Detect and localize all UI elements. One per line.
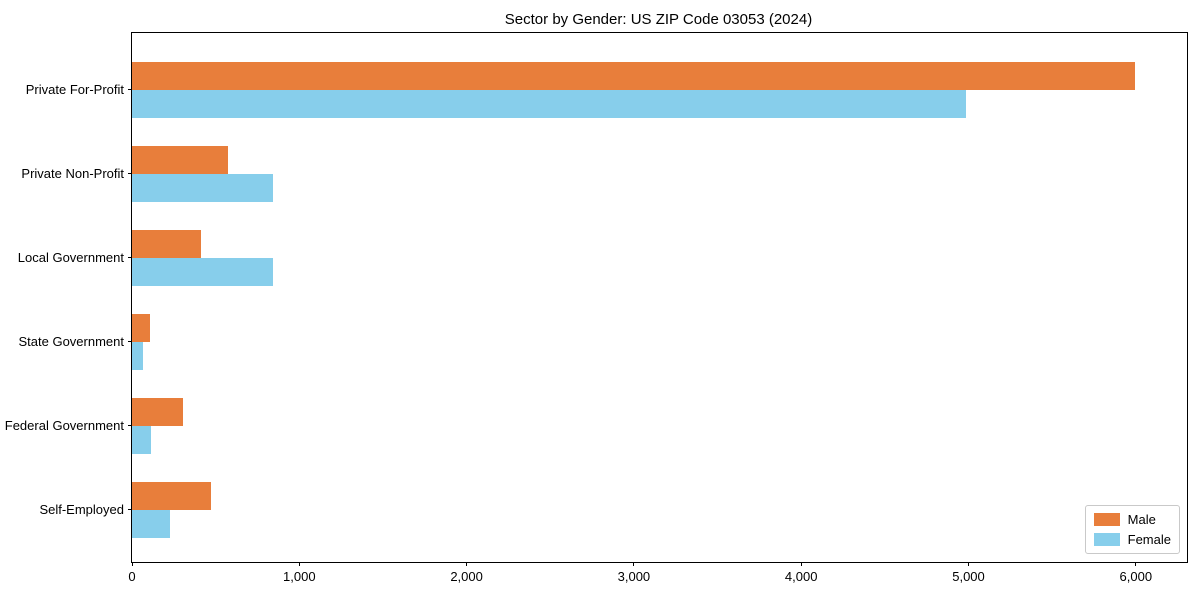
y-tick-label-local-government: Local Government bbox=[17, 249, 124, 265]
x-tick-label-3000: 3,000 bbox=[617, 569, 651, 584]
y-tick-label-private-for-profit: Private For-Profit bbox=[25, 81, 124, 97]
bar-male-federal-government bbox=[132, 397, 184, 426]
bar-female-local-government bbox=[132, 257, 274, 286]
legend: Male Female bbox=[1084, 505, 1180, 554]
y-tick-label-private-non-profit: Private Non-Profit bbox=[21, 165, 124, 181]
legend-swatch-female-icon bbox=[1093, 533, 1120, 546]
y-tick-state-government bbox=[128, 341, 132, 343]
x-tick-label-0: 0 bbox=[128, 569, 136, 584]
y-tick-label-federal-government: Federal Government bbox=[4, 417, 124, 433]
plot-area: Male Female Private For-Profit Private No… bbox=[5, 32, 1188, 584]
y-tick-private-non-profit bbox=[128, 173, 132, 175]
y-tick-federal-government bbox=[128, 425, 132, 427]
bar-male-private-non-profit bbox=[132, 145, 229, 174]
bar-female-state-government bbox=[132, 341, 143, 370]
x-tick-3000 bbox=[633, 562, 635, 566]
bar-male-local-government bbox=[132, 229, 201, 258]
bar-female-federal-government bbox=[132, 425, 152, 454]
x-tick-label-5000: 5,000 bbox=[952, 569, 985, 584]
y-tick-self-employed bbox=[128, 509, 132, 511]
bar-female-private-non-profit bbox=[132, 173, 273, 202]
x-tick-6000 bbox=[1135, 562, 1137, 566]
x-tick-4000 bbox=[800, 562, 802, 566]
legend-label-female: Female bbox=[1127, 532, 1171, 547]
y-tick-private-for-profit bbox=[128, 89, 132, 90]
x-tick-label-6000: 6,000 bbox=[1119, 569, 1153, 584]
legend-item-male: Male bbox=[1093, 512, 1171, 527]
legend-item-female: Female bbox=[1093, 532, 1171, 547]
y-tick-local-government bbox=[128, 257, 132, 259]
bar-female-self-employed bbox=[132, 509, 170, 538]
x-tick-0 bbox=[131, 562, 133, 566]
x-tick-2000 bbox=[466, 562, 468, 566]
x-tick-1000 bbox=[298, 562, 300, 566]
x-tick-5000 bbox=[968, 562, 969, 566]
bar-male-private-for-profit bbox=[132, 61, 1135, 90]
bar-female-private-for-profit bbox=[132, 89, 966, 118]
bar-male-self-employed bbox=[132, 481, 211, 510]
x-tick-label-1000: 1,000 bbox=[283, 569, 316, 584]
y-tick-label-state-government: State Government bbox=[18, 333, 125, 349]
x-tick-label-4000: 4,000 bbox=[784, 569, 818, 584]
chart-title: Sector by Gender: US ZIP Code 03053 (202… bbox=[504, 11, 813, 28]
x-tick-label-2000: 2,000 bbox=[450, 569, 483, 584]
legend-swatch-male-icon bbox=[1093, 513, 1120, 526]
legend-label-male: Male bbox=[1127, 512, 1156, 527]
y-tick-label-self-employed: Self-Employed bbox=[39, 501, 124, 517]
bar-male-state-government bbox=[132, 313, 150, 342]
